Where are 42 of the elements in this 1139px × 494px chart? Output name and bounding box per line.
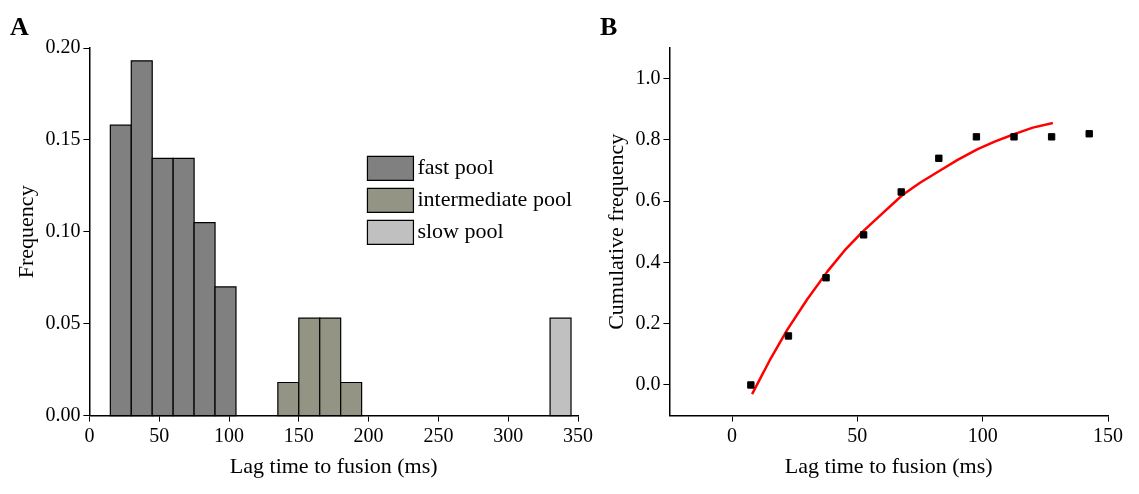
x-tick-label: 350 [563,423,593,446]
x-tick-label: 300 [493,423,524,446]
y-tick-label: 0.4 [635,249,661,272]
point [1047,133,1056,141]
point [972,133,981,141]
y-tick-label: 0.20 [45,35,81,58]
x-tick-label: 0 [727,423,738,446]
x-tick-label: 0 [84,423,95,446]
chart-title: A [10,12,29,42]
x-tick-label: 250 [423,423,454,446]
y-tick-label: 0.0 [635,372,661,395]
y-tick-label: 0.00 [45,402,81,425]
x-tick-label: 50 [847,423,868,446]
x-tick-label: 150 [283,423,314,446]
y-tick-label: 0.6 [635,188,661,211]
point [935,154,943,162]
y-axis-title: Frequency [12,185,38,279]
point [747,381,755,389]
y-tick-label: 0.05 [45,310,81,333]
chart-title: B [600,12,618,42]
y-tick-label: 1.0 [635,65,661,88]
point [1010,133,1018,141]
legend-label: slow pool [417,218,504,244]
x-tick-label: 50 [149,423,170,446]
x-axis-title: Lag time to fusion (ms) [784,452,993,478]
y-tick-label: 0.2 [635,310,661,333]
point [1085,130,1093,138]
x-tick-label: 150 [1093,423,1123,446]
legend-label: fast pool [417,154,494,180]
y-tick-label: 0.8 [635,127,661,150]
x-tick-label: 100 [214,423,244,446]
y-tick-label: 0.15 [45,127,81,150]
point [822,274,830,282]
point [784,332,793,340]
point [897,188,905,196]
legend-label: intermediate pool [417,186,572,212]
point [859,231,868,239]
y-tick-label: 0.10 [45,219,81,242]
x-tick-label: 100 [967,423,998,446]
y-axis-title: Cumulative frequency [602,133,628,330]
x-tick-label: 200 [353,423,384,446]
x-axis-title: Lag time to fusion (ms) [229,452,438,478]
